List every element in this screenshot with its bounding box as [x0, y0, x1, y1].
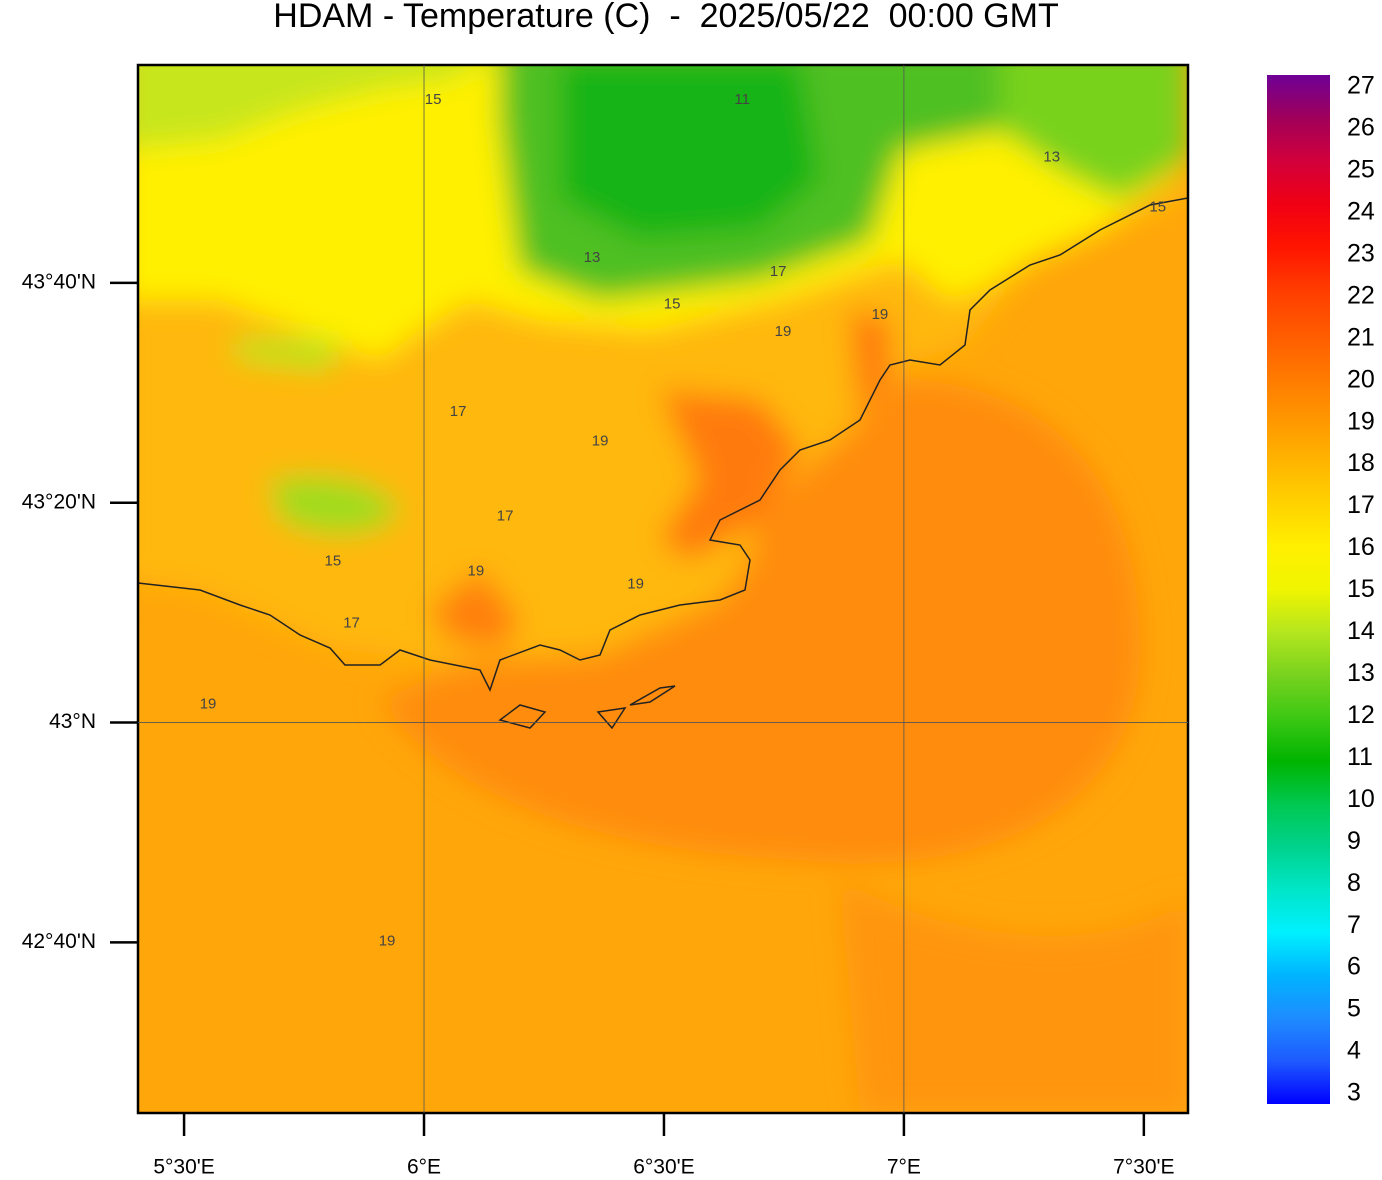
colorbar-label: 23 [1347, 239, 1375, 267]
temperature-field [138, 65, 1188, 1113]
colorbar-label: 19 [1347, 407, 1375, 435]
colorbar-label: 10 [1347, 785, 1375, 813]
y-tick-label: 43°20'N [22, 490, 96, 513]
colorbar-label: 11 [1347, 743, 1373, 771]
colorbar-label: 6 [1347, 953, 1361, 981]
contour-label: 19 [379, 932, 396, 949]
contour-label: 15 [1149, 198, 1166, 215]
colorbar-label: 24 [1347, 197, 1375, 225]
colorbar-label: 12 [1347, 701, 1375, 729]
colorbar-label: 7 [1347, 911, 1361, 939]
colorbar-label: 27 [1347, 72, 1375, 100]
colorbar [1267, 75, 1330, 1104]
contour-label: 15 [664, 295, 681, 312]
contour-label: 19 [200, 696, 217, 713]
y-tick-label: 43°40'N [22, 270, 96, 293]
colorbar-label: 22 [1347, 281, 1375, 309]
colorbar-label: 25 [1347, 156, 1375, 184]
contour-label: 17 [497, 508, 514, 525]
contour-label: 19 [627, 576, 644, 593]
contour-label: 17 [450, 403, 467, 420]
x-tick-label: 6°E [407, 1156, 441, 1179]
contour-label: 13 [584, 249, 601, 266]
colorbar-label: 15 [1347, 575, 1375, 603]
contour-label: 19 [592, 433, 609, 450]
colorbar-label: 17 [1347, 491, 1375, 519]
title: HDAM - Temperature (C) - 2025/05/22 00:0… [273, 0, 1058, 35]
coastline [138, 197, 1188, 692]
colorbar-label: 3 [1347, 1079, 1361, 1107]
y-tick-label: 43°N [49, 710, 96, 733]
x-tick-label: 7°30'E [1113, 1156, 1174, 1179]
contour-label: 15 [425, 91, 442, 108]
contour-label: 17 [343, 615, 360, 632]
colorbar-label: 4 [1347, 1037, 1361, 1065]
colorbar-label: 18 [1347, 449, 1375, 477]
colorbar-label: 21 [1347, 323, 1375, 351]
colorbar-label: 13 [1347, 659, 1375, 687]
colorbar-label: 26 [1347, 114, 1375, 142]
contour-label: 15 [324, 553, 341, 570]
contour-label: 11 [734, 91, 750, 108]
x-tick-label: 5°30'E [153, 1156, 214, 1179]
colorbar-label: 9 [1347, 827, 1361, 855]
contour-label: 19 [872, 306, 889, 323]
contour-label: 19 [775, 323, 792, 340]
colorbar-label: 8 [1347, 869, 1361, 897]
y-tick-label: 42°40'N [22, 930, 96, 953]
contour-label: 13 [1043, 148, 1060, 165]
colorbar-label: 20 [1347, 365, 1375, 393]
x-tick-label: 6°30'E [633, 1156, 694, 1179]
x-tick-label: 7°E [887, 1156, 921, 1179]
colorbar-label: 16 [1347, 533, 1375, 561]
islands [498, 685, 676, 730]
colorbar-label: 14 [1347, 617, 1375, 645]
contour-label: 17 [770, 263, 787, 280]
contour-label: 19 [467, 562, 484, 579]
colorbar-label: 5 [1347, 995, 1361, 1023]
